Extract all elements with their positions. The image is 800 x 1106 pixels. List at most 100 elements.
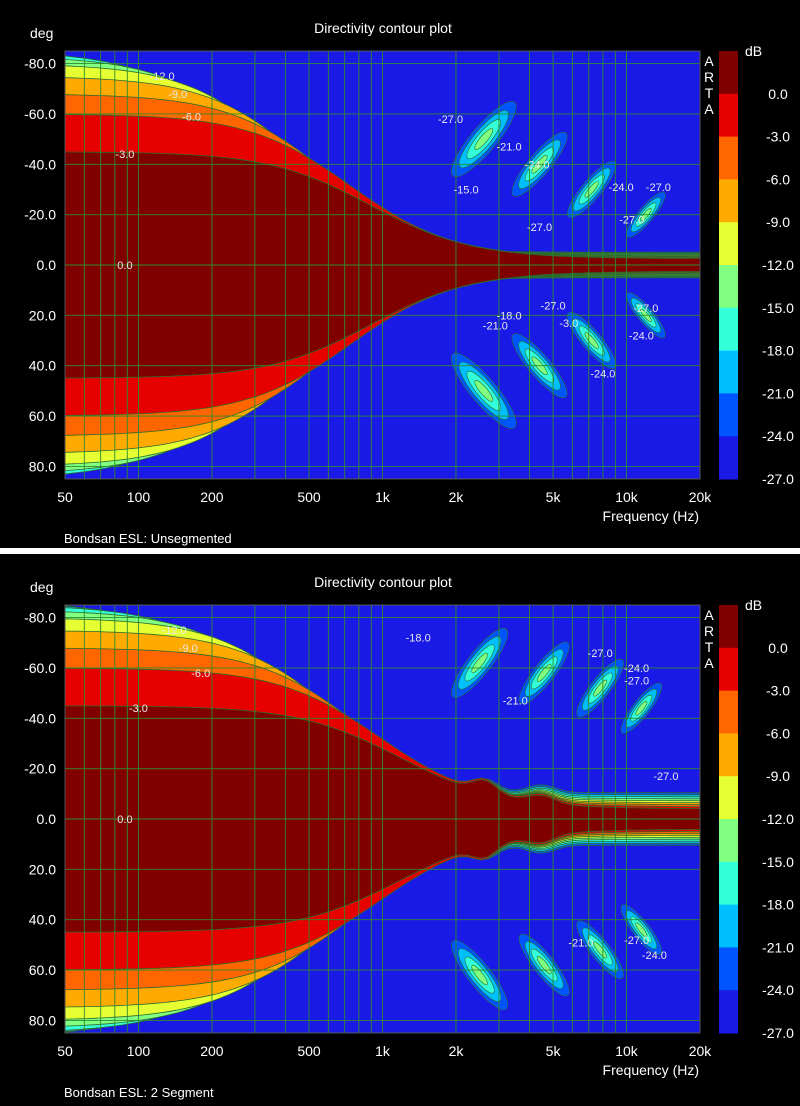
colorbar-swatch: [719, 350, 738, 394]
colorbar-swatch: [719, 690, 738, 734]
watermark-letter: A: [704, 101, 714, 117]
contour-label: -27.0: [633, 303, 658, 315]
colorbar-swatch: [719, 776, 738, 820]
y-tick-label: 20.0: [29, 307, 56, 323]
contour-label: -15.0: [454, 184, 479, 196]
x-tick-label: 5k: [546, 489, 562, 505]
x-axis-label: Frequency (Hz): [603, 508, 699, 524]
colorbar-swatch: [719, 436, 738, 480]
watermark-letter: A: [704, 607, 714, 623]
x-tick-label: 50: [57, 489, 73, 505]
side-lobe: [474, 128, 494, 150]
contour-label: -6.0: [191, 668, 210, 680]
colorbar-level-label: 0.0: [768, 640, 788, 656]
colorbar-swatch: [719, 51, 738, 95]
y-tick-label: -40.0: [24, 710, 56, 726]
watermark-letter: R: [704, 623, 714, 639]
watermark-letter: A: [704, 655, 714, 671]
y-tick-label: -40.0: [24, 156, 56, 172]
contour-label: -24.0: [624, 663, 649, 675]
contour-label: -12.0: [150, 71, 175, 83]
contour-label: -24.0: [629, 330, 654, 342]
colorbar-level-label: -6.0: [766, 171, 790, 187]
contour-label: -24.0: [525, 159, 550, 171]
colorbar-level-label: -18.0: [762, 343, 794, 359]
contour-label: -24.0: [590, 368, 615, 380]
y-tick-label: -20.0: [24, 761, 56, 777]
grid: [64, 51, 701, 479]
contour-label: -27.0: [646, 182, 671, 194]
x-tick-label: 200: [200, 1043, 224, 1059]
side-lobe: [536, 663, 552, 682]
colorbar-swatch: [719, 136, 738, 180]
contour-label: -27.0: [624, 935, 649, 947]
contour-label: -27.0: [541, 300, 566, 312]
watermark-letter: R: [704, 69, 714, 85]
colorbar-level-label: 0.0: [768, 86, 788, 102]
plot-caption: Bondsan ESL: Unsegmented: [64, 531, 232, 546]
contour-chart-2-segment: Directivity contour plot deg 0.0 -3.0 -6.0 -9…: [24, 574, 794, 1100]
y-tick-label: -80.0: [24, 56, 56, 72]
colorbar-swatch: [719, 947, 738, 991]
y-tick-label: 60.0: [29, 408, 56, 424]
contour-label: -3.0: [559, 318, 578, 330]
colorbar-level-label: -3.0: [766, 129, 790, 145]
side-lobe: [584, 332, 599, 349]
colorbar-swatch: [719, 179, 738, 223]
colorbar-level-label: -18.0: [762, 897, 794, 913]
colorbar-level-label: -9.0: [766, 768, 790, 784]
colorbar-swatch: [719, 393, 738, 437]
contour-label: -21.0: [496, 142, 521, 154]
contour-label: -6.0: [182, 111, 201, 123]
colorbar-swatch: [719, 990, 738, 1034]
contour-label: -3.0: [115, 149, 134, 161]
y-tick-label: -60.0: [24, 106, 56, 122]
x-tick-label: 20k: [689, 489, 713, 505]
x-tick-label: 500: [297, 1043, 321, 1059]
y-tick-label: 40.0: [29, 912, 56, 928]
colorbar-swatch: [719, 605, 738, 649]
panel-separator: [0, 548, 800, 554]
x-tick-label: 1k: [375, 1043, 391, 1059]
contour-label: -21.0: [483, 320, 508, 332]
colorbar-level-label: -6.0: [766, 725, 790, 741]
contour-label: -27.0: [619, 215, 644, 227]
side-lobe: [593, 941, 608, 959]
x-tick-label: 50: [57, 1043, 73, 1059]
colorbar-level-label: -12.0: [762, 257, 794, 273]
contour-label: -21.0: [503, 696, 528, 708]
contour-label: -9.0: [168, 89, 187, 101]
x-tick-label: 500: [297, 489, 321, 505]
x-tick-label: 2k: [449, 1043, 465, 1059]
y-tick-label: 20.0: [29, 861, 56, 877]
y-tick-label: -20.0: [24, 207, 56, 223]
colorbar-level-label: -21.0: [762, 939, 794, 955]
y-tick-label: 0.0: [37, 811, 57, 827]
contour-label: -12.0: [162, 625, 187, 637]
contour-chart-unsegmented: Directivity contour plot deg 0.0 -3.0 -6.0 -9…: [24, 20, 794, 546]
x-tick-label: 200: [200, 489, 224, 505]
colorbar-level-label: -24.0: [762, 982, 794, 998]
plot-frame: [64, 50, 701, 480]
contour-label: 0.0: [117, 260, 132, 272]
colorbar-level-label: -15.0: [762, 300, 794, 316]
colorbar-level-label: -27.0: [762, 471, 794, 487]
colorbar-swatch: [719, 222, 738, 266]
x-tick-label: 10k: [615, 1043, 639, 1059]
plot-caption: Bondsan ESL: 2 Segment: [64, 1085, 214, 1100]
colorbar-swatch: [719, 265, 738, 309]
colorbar-swatch: [719, 819, 738, 863]
colorbar-level-label: -3.0: [766, 683, 790, 699]
side-lobe: [635, 922, 648, 938]
y-tick-label: 80.0: [29, 458, 56, 474]
colorbar-title: dB: [745, 597, 762, 613]
directivity-plot-unsegmented: Directivity contour plot deg 0.0 -3.0 -6.0 -9…: [0, 0, 800, 548]
colorbar-swatch: [719, 904, 738, 948]
colorbar-level-label: -21.0: [762, 385, 794, 401]
colorbar-level-label: -9.0: [766, 214, 790, 230]
y-tick-label: -60.0: [24, 660, 56, 676]
x-tick-label: 5k: [546, 1043, 562, 1059]
side-lobe: [536, 956, 552, 975]
x-tick-label: 10k: [615, 489, 639, 505]
x-tick-label: 100: [127, 489, 151, 505]
